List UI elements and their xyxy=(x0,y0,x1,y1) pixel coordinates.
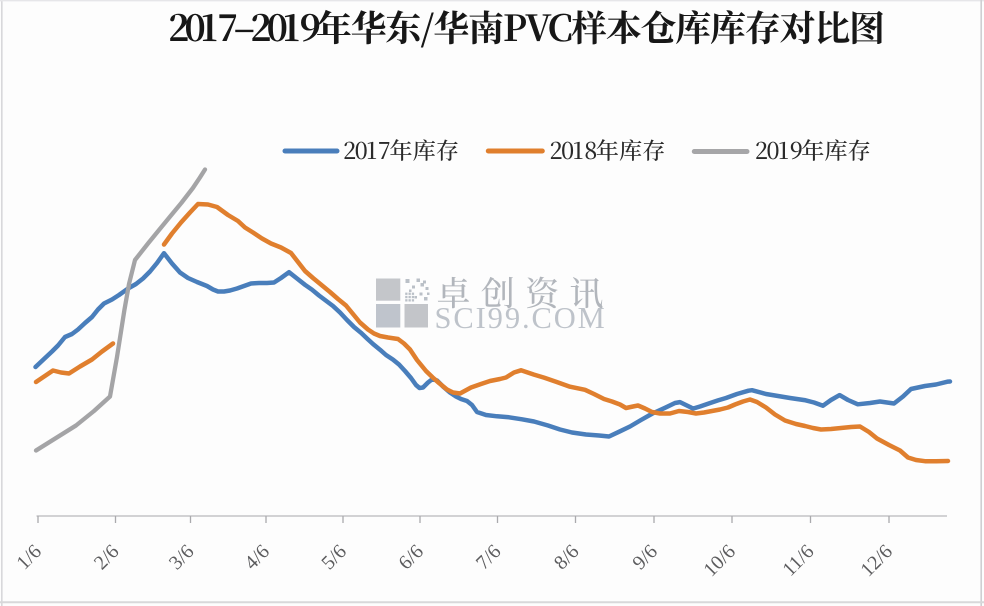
svg-text:SCI99.COM: SCI99.COM xyxy=(435,301,607,335)
